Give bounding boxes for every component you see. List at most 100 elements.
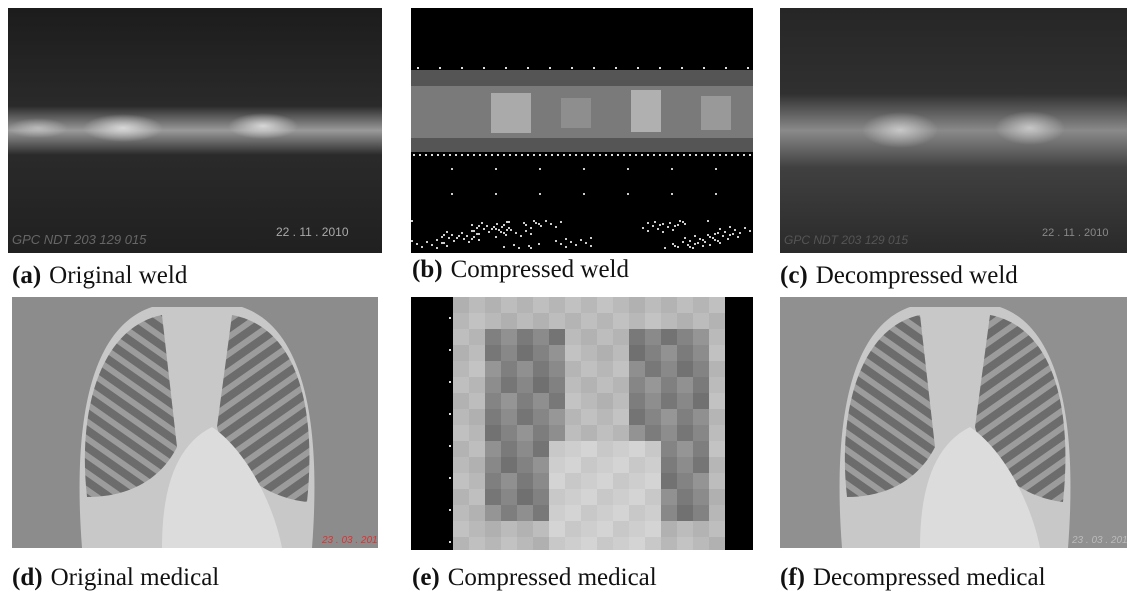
dot	[473, 230, 475, 232]
block	[517, 297, 533, 313]
block	[677, 473, 693, 489]
caption-label: (e)	[412, 564, 440, 591]
dot	[436, 247, 438, 249]
dot	[421, 246, 423, 248]
block	[597, 393, 613, 409]
block	[453, 505, 469, 521]
dot	[727, 238, 729, 240]
block	[581, 537, 597, 550]
dot	[580, 239, 582, 241]
block	[549, 457, 565, 473]
dot	[515, 154, 517, 156]
block	[469, 505, 485, 521]
block	[613, 313, 629, 329]
image-overlay-text: 22 . 11 . 2010	[276, 225, 349, 239]
dot	[549, 67, 551, 69]
dot	[518, 247, 520, 249]
block	[661, 537, 677, 550]
dot	[449, 381, 451, 383]
block	[709, 393, 725, 409]
block	[645, 537, 661, 550]
dot	[551, 154, 553, 156]
original-medical-image: 23 . 03 . 2015	[12, 297, 378, 548]
block	[533, 329, 549, 345]
block	[533, 377, 549, 393]
dot	[540, 225, 542, 227]
dot	[605, 154, 607, 156]
figure-page: {"panels": [ {"label": "(a)", "caption":…	[0, 0, 1134, 604]
block	[501, 313, 517, 329]
block	[565, 345, 581, 361]
dot	[659, 67, 661, 69]
dot	[510, 229, 512, 231]
dot	[479, 154, 481, 156]
block	[501, 457, 517, 473]
block	[581, 297, 597, 313]
block	[645, 377, 661, 393]
dot	[635, 154, 637, 156]
block	[693, 313, 709, 329]
dot	[657, 228, 659, 230]
block	[485, 441, 501, 457]
block	[453, 521, 469, 537]
dot	[436, 239, 438, 241]
block	[549, 313, 565, 329]
dot	[449, 509, 451, 511]
original-weld-image: GPC NDT 203 129 015 22 . 11 . 2010	[8, 8, 382, 253]
dot	[446, 231, 448, 233]
dot	[677, 224, 679, 226]
block	[709, 505, 725, 521]
block	[485, 521, 501, 537]
block	[613, 409, 629, 425]
block	[565, 489, 581, 505]
dot	[476, 233, 478, 235]
block	[709, 345, 725, 361]
block	[469, 409, 485, 425]
block	[677, 489, 693, 505]
block	[581, 409, 597, 425]
dot	[455, 154, 457, 156]
dot	[627, 193, 629, 195]
block	[549, 297, 565, 313]
block	[581, 313, 597, 329]
decompressed-medical-image: 23 . 03 . 2015	[780, 297, 1127, 548]
block	[501, 425, 517, 441]
block	[469, 297, 485, 313]
block	[613, 489, 629, 505]
block	[453, 473, 469, 489]
block	[597, 361, 613, 377]
dot	[677, 154, 679, 156]
dot	[503, 246, 505, 248]
dot	[684, 223, 686, 225]
block	[613, 441, 629, 457]
dot	[637, 67, 639, 69]
dot	[535, 222, 537, 224]
dot	[585, 242, 587, 244]
block	[661, 457, 677, 473]
dot	[471, 224, 473, 226]
dot	[513, 244, 515, 246]
block	[453, 345, 469, 361]
dot	[689, 154, 691, 156]
dot	[461, 154, 463, 156]
dot	[575, 244, 577, 246]
compressed-medical-image	[411, 297, 753, 550]
dot	[476, 227, 478, 229]
block	[517, 361, 533, 377]
block	[517, 505, 533, 521]
dot	[653, 154, 655, 156]
block	[549, 473, 565, 489]
dot	[669, 222, 671, 224]
dot	[731, 154, 733, 156]
block	[709, 441, 725, 457]
dot	[530, 247, 532, 249]
caption-label: (c)	[780, 262, 808, 289]
dot	[697, 242, 699, 244]
block	[501, 345, 517, 361]
block	[693, 393, 709, 409]
dot	[677, 246, 679, 248]
dot	[599, 154, 601, 156]
block	[485, 489, 501, 505]
block	[469, 441, 485, 457]
block	[453, 297, 469, 313]
